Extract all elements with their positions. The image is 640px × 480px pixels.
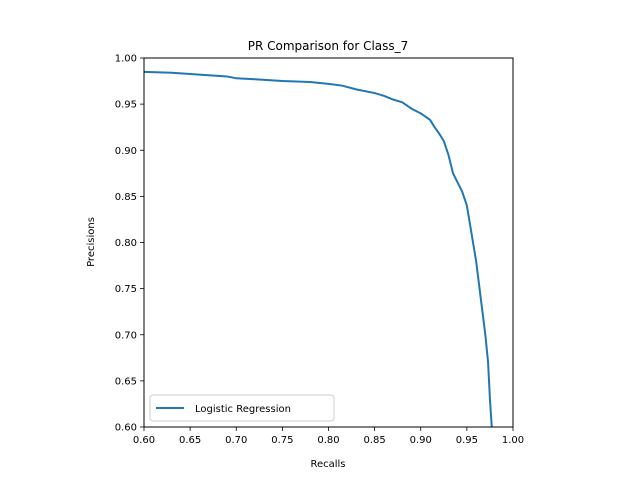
y-tick-label: 1.00 <box>115 54 137 65</box>
x-tick-label: 0.90 <box>410 435 432 446</box>
x-tick-label: 0.60 <box>133 435 155 446</box>
y-axis-ticks: 0.60 0.65 0.70 0.75 0.80 0.85 0.90 0.95 1.00 <box>115 54 144 434</box>
legend-box <box>149 394 335 422</box>
x-tick-label: 0.65 <box>179 435 201 446</box>
y-tick-label: 0.75 <box>115 284 137 295</box>
x-axis-ticks: 0.60 0.65 0.70 0.75 0.80 0.85 0.90 0.95 1.00 <box>133 427 524 446</box>
legend-label-logistic-regression: Logistic Regression <box>195 404 291 415</box>
x-tick-label: 1.00 <box>502 435 524 446</box>
y-tick-label: 0.80 <box>115 238 137 249</box>
y-tick-label: 0.60 <box>115 423 137 434</box>
y-tick-label: 0.95 <box>115 100 137 111</box>
x-tick-label: 0.75 <box>271 435 293 446</box>
series-lines <box>143 70 493 428</box>
y-tick-label: 0.70 <box>115 330 137 341</box>
y-tick-label: 0.85 <box>115 192 137 203</box>
y-tick-label: 0.90 <box>115 146 137 157</box>
y-tick-label: 0.65 <box>115 376 137 387</box>
y-axis-label: Precisions <box>86 217 97 267</box>
chart-title: PR Comparison for Class_7 <box>248 39 409 53</box>
x-axis-label: Recalls <box>310 459 345 470</box>
series-line-logistic-regression <box>143 70 493 428</box>
legend: Logistic Regression <box>149 394 335 422</box>
x-tick-label: 0.85 <box>363 435 385 446</box>
x-tick-label: 0.70 <box>225 435 247 446</box>
x-tick-label: 0.95 <box>456 435 478 446</box>
x-tick-label: 0.80 <box>317 435 339 446</box>
